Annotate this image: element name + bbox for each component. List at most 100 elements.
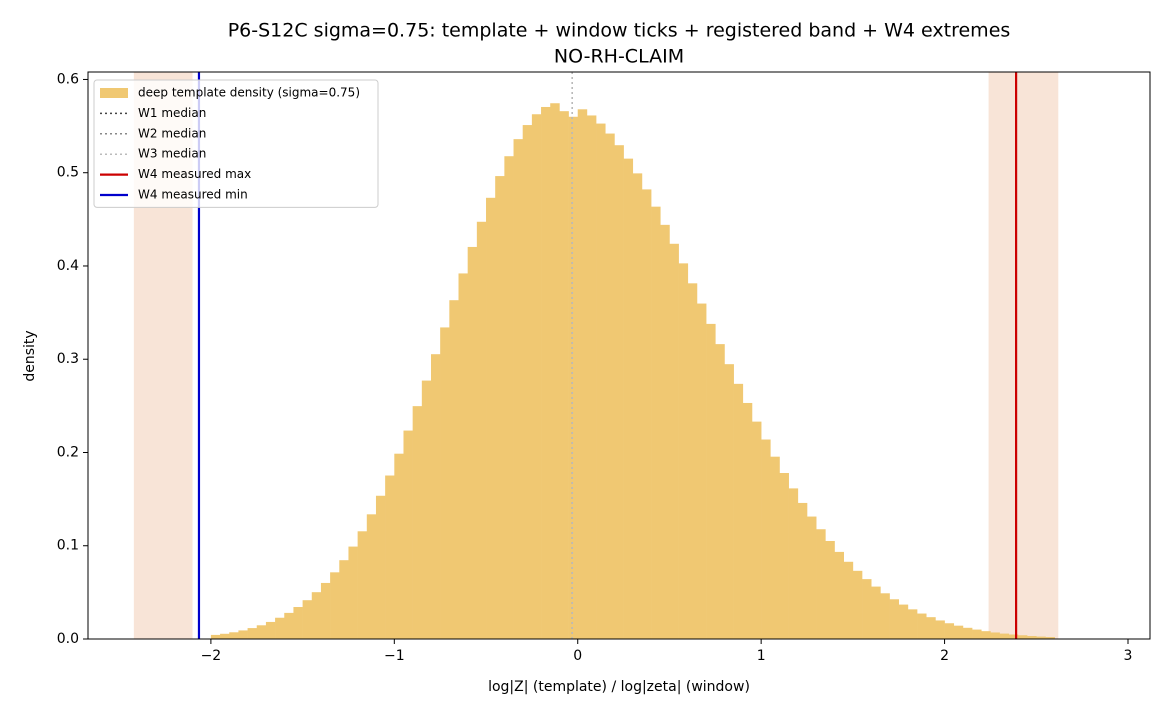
y-tick-label: 0.1 xyxy=(57,538,79,554)
histogram-bar xyxy=(999,633,1010,639)
histogram-bar xyxy=(577,109,588,640)
histogram-bar xyxy=(486,197,496,639)
histogram-bar xyxy=(641,189,652,639)
histogram-bar xyxy=(238,630,248,639)
histogram-bar xyxy=(843,561,854,639)
histogram-bar xyxy=(825,540,835,639)
histogram-bar xyxy=(651,206,661,639)
histogram-bar xyxy=(926,617,936,639)
histogram-bar xyxy=(1008,634,1019,639)
legend-swatch xyxy=(100,88,128,98)
histogram-bar xyxy=(678,263,689,639)
histogram-bar xyxy=(880,593,890,639)
histogram-bar xyxy=(706,323,716,639)
histogram-bar xyxy=(458,273,468,639)
y-tick-label: 0.0 xyxy=(57,631,79,647)
y-axis-label: density xyxy=(22,330,38,381)
legend-box xyxy=(93,79,379,208)
histogram-bar xyxy=(568,116,579,639)
histogram-bar xyxy=(614,145,624,639)
histogram-bar xyxy=(807,516,817,639)
histogram-bar xyxy=(715,344,725,639)
histogram-bar xyxy=(742,402,753,639)
histogram-bar xyxy=(430,354,441,639)
histogram-bar xyxy=(467,246,478,639)
histogram-bar xyxy=(385,475,395,639)
histogram-bar xyxy=(751,421,762,639)
histogram-bar xyxy=(522,125,533,640)
histogram-bar xyxy=(330,572,340,639)
histogram-bar xyxy=(412,406,423,639)
histogram-bar xyxy=(907,609,918,639)
histogram-bar xyxy=(660,224,670,639)
histogram-bar xyxy=(733,383,744,639)
histogram-bar xyxy=(1045,637,1055,639)
histogram-bar xyxy=(1027,636,1037,639)
histogram-bar xyxy=(724,364,734,639)
histogram-bar xyxy=(944,623,955,639)
histogram-bar xyxy=(357,531,368,639)
histogram-bar xyxy=(687,283,698,639)
legend-label: W4 measured max xyxy=(138,167,251,181)
histogram-bar xyxy=(210,634,221,639)
histogram-bar xyxy=(293,607,303,639)
histogram-bar xyxy=(421,380,432,639)
histogram-bar xyxy=(275,617,285,639)
histogram-bar xyxy=(779,473,789,639)
histogram-bar xyxy=(871,586,881,639)
histogram-bar xyxy=(862,579,872,639)
histogram-bar xyxy=(972,629,982,639)
histogram-bar xyxy=(394,453,404,639)
x-tick-label: −1 xyxy=(384,648,405,664)
histogram-bar xyxy=(247,628,258,639)
histogram-bar xyxy=(761,439,771,639)
histogram-bar xyxy=(889,599,900,639)
y-tick-label: 0.2 xyxy=(57,444,79,460)
histogram-bar xyxy=(440,327,450,639)
histogram-bar xyxy=(449,300,459,639)
histogram-bar xyxy=(302,600,313,639)
y-tick-label: 0.3 xyxy=(57,351,79,367)
histogram-bar xyxy=(586,115,597,639)
legend-label: W2 median xyxy=(138,126,206,140)
histogram-bar xyxy=(541,106,551,640)
histogram-bar xyxy=(669,243,679,639)
histogram-bar xyxy=(229,632,239,639)
histogram-bar xyxy=(696,303,707,639)
histogram-bar xyxy=(531,114,542,639)
histogram-bar xyxy=(935,620,945,639)
histogram-bar xyxy=(852,570,863,639)
histogram-bar xyxy=(495,176,505,639)
y-tick-label: 0.5 xyxy=(57,165,79,181)
histogram-bar xyxy=(962,627,973,639)
histogram-bar xyxy=(320,582,331,639)
histogram-bar xyxy=(632,173,643,639)
x-tick-label: −2 xyxy=(201,648,222,664)
chart-title: P6-S12C sigma=0.75: template + window ti… xyxy=(228,20,1011,42)
histogram-bar xyxy=(605,133,615,639)
legend-label: W3 median xyxy=(138,147,206,161)
histogram-bar xyxy=(770,456,780,639)
histogram-bar xyxy=(917,613,927,639)
x-tick-label: 3 xyxy=(1124,648,1133,664)
histogram-bar xyxy=(788,488,799,639)
shaded-band xyxy=(988,72,1059,639)
histogram-bar xyxy=(1017,635,1028,639)
histogram-bar xyxy=(559,111,569,639)
histogram-bar xyxy=(403,430,413,639)
histogram-bar xyxy=(476,221,487,639)
histogram-bar xyxy=(623,158,634,639)
histogram-bar xyxy=(220,633,230,639)
histogram-bar xyxy=(898,604,909,639)
histogram-bar xyxy=(816,529,826,639)
histogram-bar xyxy=(596,123,606,640)
histogram-bar xyxy=(953,625,964,639)
histogram-bar xyxy=(284,612,294,639)
histogram-bar xyxy=(1036,636,1046,639)
x-tick-label: 2 xyxy=(940,648,949,664)
x-axis-label: log|Z| (template) / log|zeta| (window) xyxy=(488,679,750,695)
histogram-bar xyxy=(990,632,1000,639)
legend-label: deep template density (sigma=0.75) xyxy=(138,86,360,100)
